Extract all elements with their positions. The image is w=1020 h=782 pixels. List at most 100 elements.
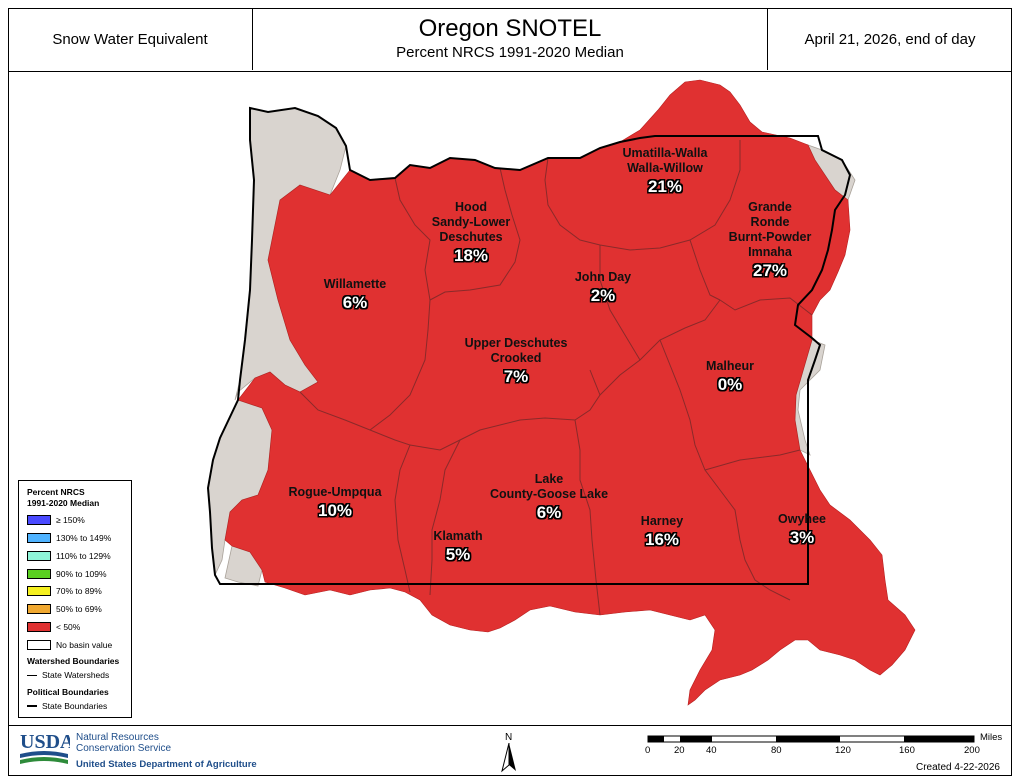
basin-name: Lake	[534, 472, 564, 486]
basin-name: Willamette	[323, 277, 387, 291]
basin-label-klamath: Klamath 5%	[408, 529, 508, 565]
legend-item: State Watersheds	[27, 669, 109, 681]
basin-name: Imnaha	[748, 245, 792, 259]
legend-label: No basin value	[56, 640, 113, 650]
basin-percent: 2%	[590, 286, 616, 305]
scale-tick: 200	[964, 745, 980, 756]
legend-section-title: Political Boundaries	[27, 687, 109, 697]
north-label: N	[505, 732, 513, 743]
legend-label: 50% to 69%	[56, 604, 102, 614]
basin-percent: 16%	[644, 530, 680, 549]
legend-swatch	[27, 515, 51, 525]
basin-name: Upper Deschutes	[464, 336, 568, 350]
basin-label-john-day: John Day 2%	[553, 270, 653, 306]
basin-name: Harney	[640, 514, 684, 528]
basin-name: County-Goose Lake	[489, 487, 609, 501]
basin-label-rogue-umpqua: Rogue-Umpqua 10%	[275, 485, 395, 521]
map-title: Oregon SNOTEL	[418, 15, 602, 42]
basin-percent: 6%	[342, 293, 368, 312]
legend-swatch	[27, 622, 51, 632]
usda-mark: USDA	[20, 731, 75, 764]
basin-percent: 21%	[647, 177, 683, 196]
basin-name: Sandy-Lower	[431, 215, 511, 229]
scale-tick: 20	[674, 745, 685, 756]
legend-swatch	[27, 604, 51, 614]
map-frame	[8, 8, 1012, 776]
legend-swatch	[27, 533, 51, 543]
legend-label: 90% to 109%	[56, 569, 107, 579]
legend-title: Percent NRCS	[27, 487, 85, 497]
legend-line	[27, 705, 37, 707]
legend-label: < 50%	[56, 622, 81, 632]
basin-label-lake-county: Lake County-Goose Lake 6%	[479, 472, 619, 523]
legend-title: 1991-2020 Median	[27, 498, 100, 508]
created-date: Created 4-22-2026	[916, 762, 1000, 773]
basin-name: Walla-Willow	[627, 161, 703, 175]
state-boundary	[206, 106, 852, 585]
agency-line: Conservation Service	[76, 743, 172, 754]
basin-label-malheur: Malheur 0%	[680, 359, 780, 395]
legend-item: 70% to 89%	[27, 585, 102, 597]
basin-label-grande-ronde: Grande Ronde Burnt-Powder Imnaha 27%	[715, 200, 825, 281]
legend-item: No basin value	[27, 639, 112, 651]
legend-item: 130% to 149%	[27, 532, 111, 544]
basin-label-harney: Harney 16%	[612, 514, 712, 550]
agency-name: Natural Resources Conservation Service	[76, 732, 171, 754]
footer-divider	[8, 725, 1012, 726]
variable-label: Snow Water Equivalent	[8, 8, 253, 70]
legend-label: State Boundaries	[42, 701, 108, 711]
map-legend: Percent NRCS 1991-2020 Median ≥ 150% 130…	[18, 480, 132, 718]
legend-label: 130% to 149%	[56, 533, 112, 543]
map-header: Snow Water Equivalent Oregon SNOTEL Perc…	[8, 8, 1012, 72]
title-block: Oregon SNOTEL Percent NRCS 1991-2020 Med…	[253, 8, 767, 70]
department-name: United States Department of Agriculture	[76, 759, 257, 770]
basin-name: John Day	[574, 270, 632, 284]
basin-name: Umatilla-Walla	[622, 146, 708, 160]
legend-line	[27, 674, 37, 676]
basin-percent: 27%	[752, 261, 788, 280]
scale-bar	[647, 735, 975, 743]
legend-swatch	[27, 569, 51, 579]
basin-percent: 0%	[717, 375, 743, 394]
basin-name: Hood	[455, 200, 487, 214]
basin-label-hood-sandy: Hood Sandy-Lower Deschutes 18%	[411, 200, 531, 266]
legend-label: 110% to 129%	[56, 551, 111, 561]
scale-tick: 160	[899, 745, 915, 756]
legend-label: 70% to 89%	[56, 586, 102, 596]
basin-name: Grande	[748, 200, 792, 214]
agency-line: Natural Resources	[76, 732, 159, 743]
scale-unit: Miles	[980, 732, 1003, 743]
north-arrow-icon	[501, 743, 516, 773]
legend-label: ≥ 150%	[56, 515, 85, 525]
basin-label-umatilla: Umatilla-Walla Walla-Willow 21%	[600, 146, 730, 197]
basin-name: Owyhee	[778, 512, 826, 526]
legend-item: 90% to 109%	[27, 568, 107, 580]
usda-logo: USDA	[18, 730, 75, 773]
basin-percent: 6%	[536, 503, 562, 522]
legend-item: 110% to 129%	[27, 550, 111, 562]
basin-label-upper-deschutes: Upper Deschutes Crooked 7%	[456, 336, 576, 387]
basin-percent: 3%	[789, 528, 815, 547]
basin-name: Deschutes	[439, 230, 503, 244]
legend-item: < 50%	[27, 621, 80, 633]
basin-label-owyhee: Owyhee 3%	[752, 512, 852, 548]
legend-section-title: Watershed Boundaries	[27, 656, 120, 666]
legend-swatch	[27, 586, 51, 596]
map-subtitle: Percent NRCS 1991-2020 Median	[396, 44, 624, 61]
watershed-boundaries	[299, 140, 813, 616]
legend-item: 50% to 69%	[27, 603, 102, 615]
legend-item: ≥ 150%	[27, 514, 85, 526]
basin-name: Malheur	[706, 359, 754, 373]
basin-name: Ronde	[750, 215, 790, 229]
scale-tick: 0	[645, 745, 651, 756]
legend-item: State Boundaries	[27, 700, 107, 712]
usda-logo-text: USDA	[20, 731, 70, 753]
basin-name: Rogue-Umpqua	[288, 485, 382, 499]
basin-percent: 7%	[503, 367, 529, 386]
basin-percent: 5%	[445, 545, 471, 564]
scale-tick: 120	[835, 745, 851, 756]
basin-percent: 10%	[317, 501, 353, 520]
basin-name: Klamath	[433, 529, 483, 543]
date-label: April 21, 2026, end of day	[767, 8, 1012, 70]
